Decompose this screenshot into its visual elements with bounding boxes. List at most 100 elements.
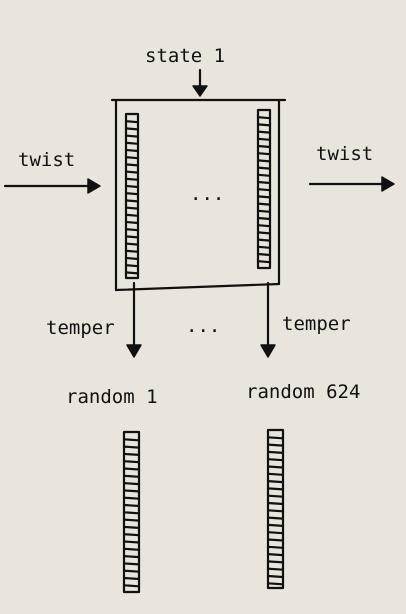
temper-ellipsis: ...: [186, 315, 220, 337]
column-cell-divider: [122, 503, 141, 508]
column-cell-divider: [256, 144, 272, 149]
column-cell-divider: [122, 554, 141, 559]
column-cell-divider: [122, 445, 141, 449]
column-cell-divider: [122, 496, 141, 500]
twist-in-arrow: [3, 178, 101, 194]
column-cell-divider: [124, 271, 140, 275]
column-outline: [266, 428, 285, 590]
column-cell-divider: [124, 213, 140, 217]
temper-right-label: temper: [282, 313, 351, 335]
column-cell-divider: [266, 465, 285, 469]
random-right-label: random 624: [246, 381, 360, 403]
column-cell-divider: [266, 574, 285, 579]
twist-out-arrow: [308, 176, 395, 192]
column-cell-divider: [124, 156, 140, 160]
column-cell-divider: [122, 482, 141, 486]
state-label: state 1: [145, 45, 225, 67]
column-cell-divider: [124, 206, 140, 210]
column-cell-divider: [266, 560, 285, 564]
column-cell-divider: [256, 209, 272, 213]
column-cell-divider: [124, 120, 140, 124]
column-cell-divider: [256, 245, 272, 249]
column-cell-divider: [122, 525, 141, 530]
column-cell-divider: [124, 163, 140, 167]
column-cell-divider: [256, 231, 272, 235]
twist-out-label: twist: [316, 143, 373, 165]
temper-left-label: temper: [46, 317, 115, 339]
column-cell-divider: [256, 123, 272, 127]
temper-right-arrow: [260, 281, 276, 358]
column-cell-divider: [122, 547, 141, 551]
column-cell-divider: [124, 134, 140, 138]
temper-left-arrow: [126, 281, 142, 358]
column-cell-divider: [266, 436, 285, 440]
state-ellipsis: ...: [190, 183, 224, 205]
column-cell-divider: [266, 538, 285, 542]
column-cell-divider: [124, 256, 140, 261]
output-column-left: [122, 430, 141, 594]
column-cell-divider: [256, 173, 272, 177]
column-cell-divider: [256, 260, 272, 264]
column-cell-divider: [122, 569, 141, 573]
column-cell-divider: [266, 567, 285, 571]
column-cell-divider: [256, 130, 272, 134]
column-cell-divider: [266, 501, 285, 506]
column-cell-divider: [124, 264, 140, 268]
column-cell-divider: [266, 487, 285, 491]
column-cell-divider: [122, 533, 141, 537]
column-cell-divider: [266, 516, 285, 520]
column-cell-divider: [256, 195, 272, 199]
column-cell-divider: [256, 238, 272, 242]
twist-in-label: twist: [18, 149, 75, 171]
column-cell-divider: [256, 166, 272, 170]
column-cell-divider: [122, 518, 141, 522]
column-cell-divider: [266, 531, 285, 535]
column-outline: [124, 112, 140, 280]
column-cell-divider: [124, 177, 140, 181]
column-cell-divider: [124, 199, 140, 203]
column-cell-divider: [256, 159, 272, 163]
column-cell-divider: [124, 192, 140, 196]
column-cell-divider: [124, 220, 140, 225]
column-cell-divider: [266, 509, 285, 513]
column-cell-divider: [266, 472, 285, 476]
column-cell-divider: [256, 116, 272, 120]
column-cell-divider: [122, 584, 141, 588]
column-cell-divider: [122, 576, 141, 581]
column-cell-divider: [256, 180, 272, 185]
state-column-left: [124, 112, 140, 280]
column-cell-divider: [256, 202, 272, 206]
random-left-label: random 1: [66, 386, 158, 408]
column-cell-divider: [124, 235, 140, 239]
column-cell-divider: [122, 540, 141, 544]
column-cell-divider: [266, 545, 285, 549]
column-cell-divider: [256, 224, 272, 228]
column-cell-divider: [256, 152, 272, 156]
column-cell-divider: [122, 474, 141, 478]
column-cell-divider: [256, 137, 272, 141]
column-cell-divider: [266, 443, 285, 447]
state-box: [110, 98, 287, 292]
state-column-right: [256, 108, 272, 270]
column-cell-divider: [122, 438, 141, 442]
column-cell-divider: [266, 480, 285, 484]
column-cell-divider: [124, 127, 140, 131]
column-cell-divider: [266, 494, 285, 498]
column-cell-divider: [124, 242, 140, 246]
column-cell-divider: [124, 148, 140, 153]
column-cell-divider: [266, 582, 285, 586]
column-cell-divider: [266, 458, 285, 462]
column-cell-divider: [256, 188, 272, 192]
column-cell-divider: [266, 523, 285, 528]
column-cell-divider: [122, 511, 141, 515]
column-cell-divider: [266, 552, 285, 557]
column-cell-divider: [256, 216, 272, 221]
output-column-right: [266, 428, 285, 590]
column-cell-divider: [122, 562, 141, 566]
column-cell-divider: [256, 252, 272, 257]
column-cell-divider: [124, 228, 140, 232]
column-cell-divider: [124, 249, 140, 253]
column-cell-divider: [124, 184, 140, 189]
